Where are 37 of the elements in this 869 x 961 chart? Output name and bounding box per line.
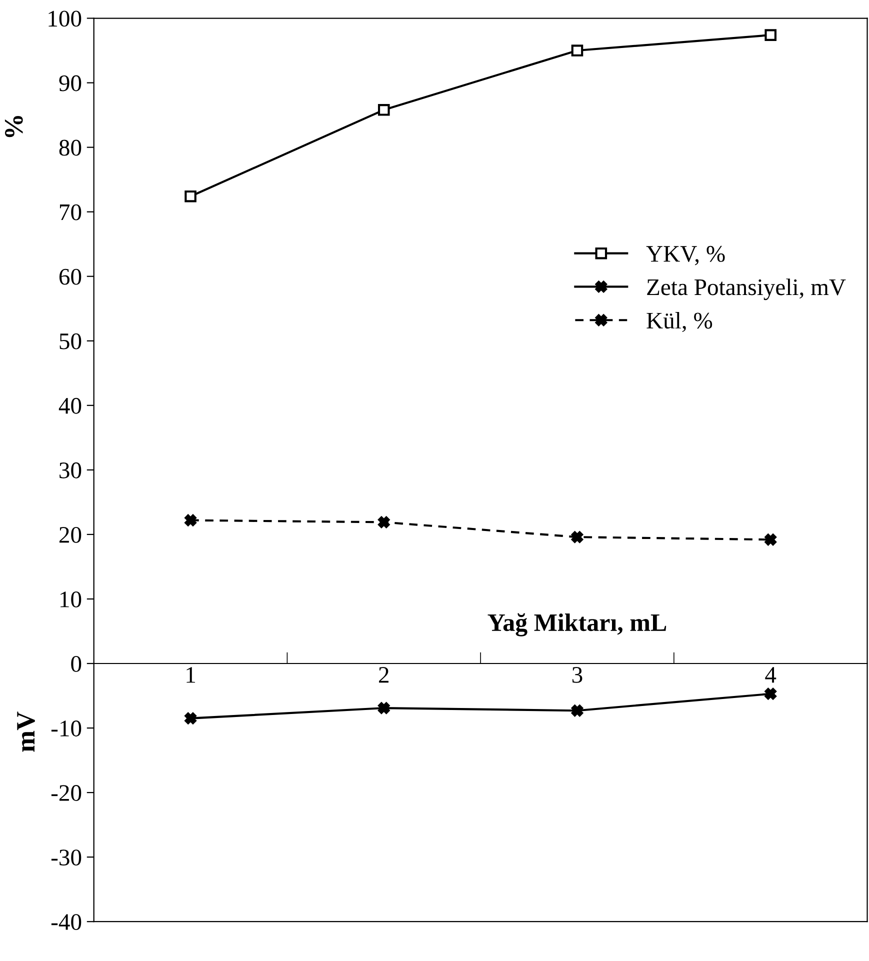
point	[571, 531, 584, 543]
point	[764, 534, 776, 546]
point	[764, 688, 776, 700]
x-tick-label: 2	[379, 667, 388, 683]
text: mV	[17, 712, 35, 752]
point	[184, 514, 196, 526]
point	[184, 190, 196, 202]
point	[378, 516, 390, 528]
y-tick-label: 0	[71, 656, 82, 672]
x-tick-label: 1	[186, 667, 196, 683]
point	[571, 704, 584, 717]
legend-label: Kül, %	[646, 312, 712, 332]
x-tick-label: 3	[572, 667, 582, 683]
point	[764, 29, 776, 41]
y-tick-label: 20	[59, 526, 82, 543]
x-tick-label: 4	[765, 667, 776, 683]
y-tick-label: 70	[60, 204, 82, 220]
point	[378, 104, 390, 116]
y-tick-label: 100	[48, 10, 82, 27]
y-tick-label: 30	[60, 462, 82, 478]
x-axis-title: Yağ Miktarı, mL	[488, 613, 666, 636]
y-tick-label: 90	[59, 75, 82, 92]
y-tick-label: -30	[51, 850, 82, 866]
y-tick-label: 60	[59, 268, 82, 285]
y-tick-label: 40	[58, 398, 82, 414]
legend-label: Zeta Potansiyeli, mV	[647, 278, 846, 300]
point	[571, 44, 584, 56]
y-tick-label: -40	[51, 914, 82, 930]
legend-label: YKV, %	[646, 246, 725, 266]
y-axis-title: %	[4, 116, 23, 138]
point	[184, 712, 196, 724]
y-tick-label: -20	[51, 785, 82, 801]
y-tick-label: 80	[59, 140, 82, 156]
point	[378, 702, 390, 714]
y-tick-label: 50	[60, 333, 82, 350]
y-tick-label: 10	[60, 591, 82, 608]
y-tick-label: -10	[51, 720, 82, 736]
